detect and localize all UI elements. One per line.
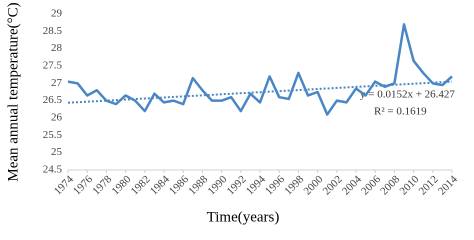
x-tick-label: 2012: [417, 173, 441, 197]
x-tick-label: 1988: [186, 173, 210, 197]
x-tick-label: 1976: [71, 173, 95, 197]
y-tick-label: 28.5: [43, 25, 63, 37]
y-tick-label: 27: [51, 77, 63, 89]
x-tick-label: 1996: [263, 173, 287, 197]
x-tick-label: 1980: [109, 173, 133, 197]
y-tick-label: 25: [51, 146, 63, 158]
x-tick-label: 2006: [359, 173, 383, 197]
y-tick-label: 29: [51, 8, 63, 20]
data-line: [67, 23, 453, 116]
x-tick-label: 1990: [205, 173, 229, 197]
x-tick-label: 2000: [301, 173, 325, 197]
y-axis-title: Mean annual temperature(°C): [5, 2, 21, 181]
x-tick-label: 2008: [378, 173, 402, 197]
y-tick-label: 25.5: [43, 129, 63, 141]
trend-r-squared: R² = 0.1619: [374, 106, 427, 118]
x-tick-label: 1992: [225, 173, 249, 197]
trend-equation: y = 0.0152x + 26.427: [360, 89, 455, 101]
y-tick-label: 24.5: [43, 164, 63, 176]
x-axis-title: Time(years): [207, 209, 280, 225]
x-tick-label: 1994: [244, 173, 268, 197]
y-tick-label: 26.5: [43, 94, 63, 106]
x-tick-label: 2004: [340, 173, 364, 197]
trend-line: [67, 80, 453, 104]
x-tick-label: 1982: [129, 173, 153, 197]
x-tick-label: 1984: [148, 173, 172, 197]
y-tick-label: 27.5: [43, 60, 63, 72]
x-tick-label: 1998: [282, 173, 306, 197]
x-tick-label: 2014: [436, 173, 460, 197]
x-tick-label: 1986: [167, 173, 191, 197]
y-tick-label: 28: [51, 42, 63, 54]
x-tick-label: 2010: [397, 173, 421, 197]
x-tick-label: 1974: [52, 173, 76, 197]
x-tick-label: 1978: [90, 173, 114, 197]
y-tick-label: 26: [51, 112, 63, 124]
x-tick-label: 2002: [321, 173, 345, 197]
